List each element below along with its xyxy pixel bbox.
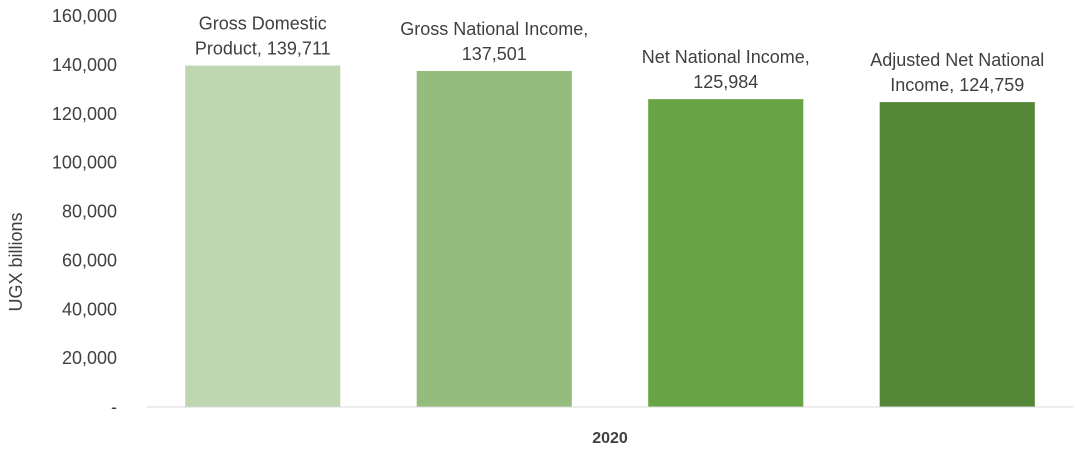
data-label: Net National Income, [642,47,810,67]
y-tick-label: 80,000 [62,202,117,222]
data-label: Adjusted Net National [870,50,1044,70]
y-tick-label: 160,000 [52,6,117,26]
data-label: Gross Domestic [199,14,327,34]
data-label: 137,501 [462,44,527,64]
bar [185,65,341,408]
y-tick-label: 100,000 [52,153,117,173]
data-label: 125,984 [693,72,758,92]
y-tick-label: 20,000 [62,348,117,368]
y-axis-title: UGX billions [6,212,26,311]
bar [879,102,1035,408]
y-tick-label: 140,000 [52,55,117,75]
y-tick-label: 60,000 [62,250,117,270]
y-axis-ticks: - 20,000 40,000 60,000 80,000 100,000 120,000 1… [52,6,117,417]
x-category-label: 2020 [592,430,628,447]
bar [416,70,572,407]
data-label: Gross National Income, [400,19,588,39]
bar [648,99,804,408]
data-label: Product, 139,711 [195,39,331,59]
data-label: Income, 124,759 [890,75,1024,95]
bar-series [185,65,1035,408]
x-axis-categories: 2020 [592,430,628,447]
y-tick-label: 120,000 [52,104,117,124]
y-tick-label: 40,000 [62,299,117,319]
y-tick-label: - [111,397,117,417]
data-labels: Gross Domestic Product, 139,711 Gross Nati… [195,14,1044,96]
